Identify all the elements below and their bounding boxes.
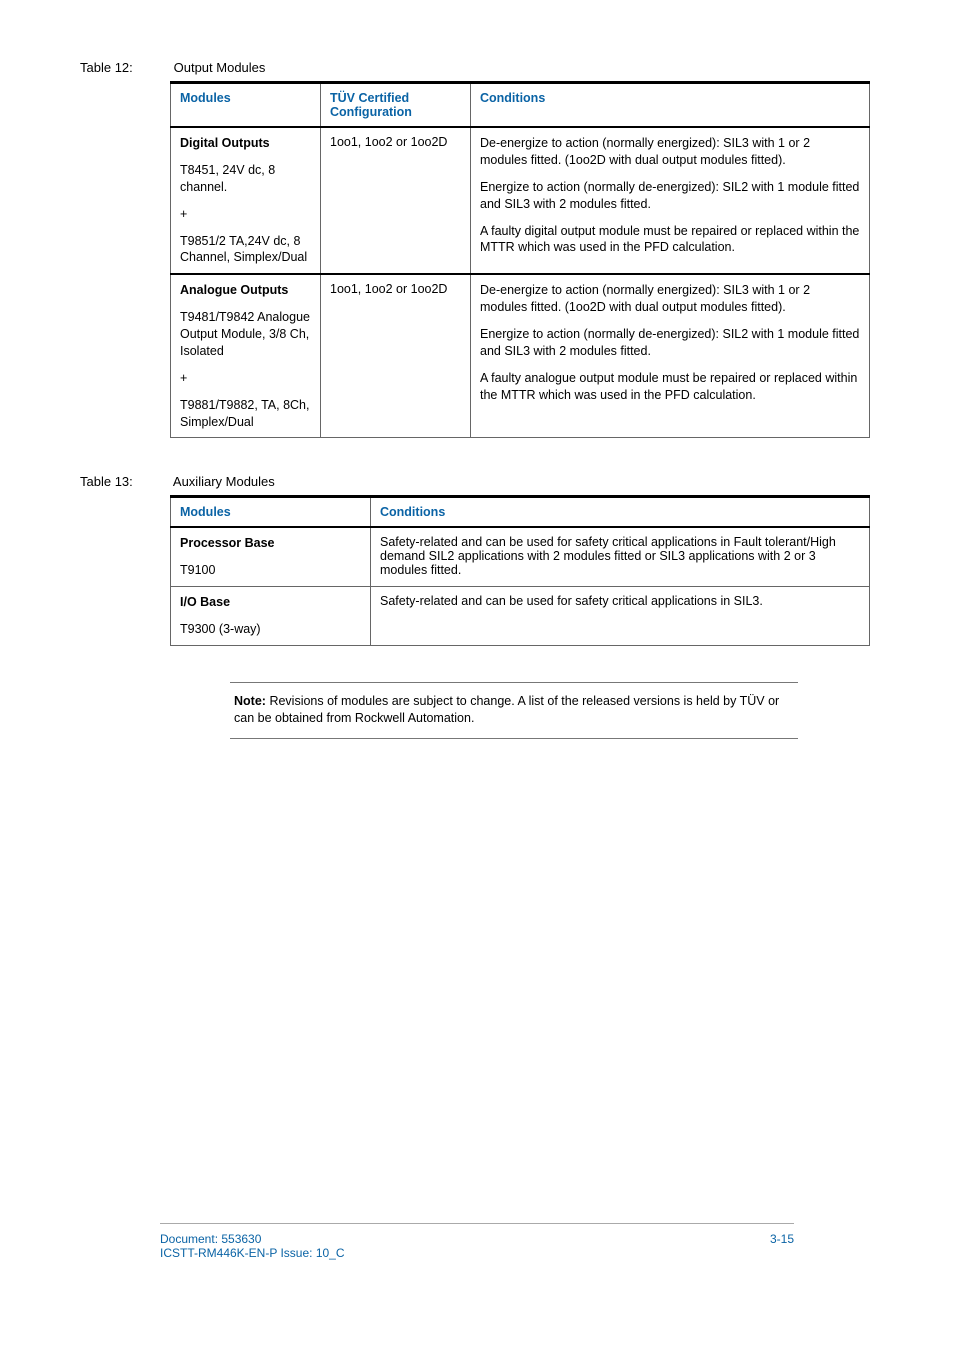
table12-label-title: Output Modules [174,60,266,75]
t12-r0-cond: De-energize to action (normally energize… [471,127,870,274]
t12-r0-m1: T8451, 24V dc, 8 channel. [180,162,311,196]
table12: Modules TÜV Certified Configuration Cond… [170,81,870,438]
table13-label-title: Auxiliary Modules [173,474,275,489]
t12-r1-c2: A faulty analogue output module must be … [480,370,860,404]
table13: Modules Conditions Processor Base T9100 … [170,495,870,646]
footer-issue-text: ICSTT-RM446K-EN-P Issue: 10_C [160,1246,345,1260]
t13-r1-modules: I/O Base T9300 (3-way) [171,587,371,646]
t12-r0-m0: Digital Outputs [180,136,270,150]
t12-r1-m2: + [180,370,311,387]
t12-h-modules: Modules [171,83,321,128]
table13-label: Table 13: Auxiliary Modules [80,474,874,489]
t12-r1-c0: De-energize to action (normally energize… [480,282,860,316]
t12-r0-m3: T9851/2 TA,24V dc, 8 Channel, Simplex/Du… [180,233,311,267]
t13-h-modules: Modules [171,497,371,528]
table12-label-prefix: Table 12: [80,60,170,75]
t12-r0-c2: A faulty digital output module must be r… [480,223,860,257]
note-text: Revisions of modules are subject to chan… [234,694,779,726]
note-label: Note: [234,694,266,708]
t12-r1-cond: De-energize to action (normally energize… [471,274,870,438]
t12-r0-c0: De-energize to action (normally energize… [480,135,860,169]
footer-rule [160,1223,794,1224]
t13-r0-m1: T9100 [180,562,361,579]
t12-r0-c1: Energize to action (normally de-energize… [480,179,860,213]
t12-r0-m2: + [180,206,311,223]
table13-label-prefix: Table 13: [80,474,170,489]
t13-r1-cond: Safety-related and can be used for safet… [371,587,870,646]
t12-r0-modules: Digital Outputs T8451, 24V dc, 8 channel… [171,127,321,274]
t12-r1-m3: T9881/T9882, TA, 8Ch, Simplex/Dual [180,397,311,431]
t13-r0-modules: Processor Base T9100 [171,527,371,586]
t12-r1-c1: Energize to action (normally de-energize… [480,326,860,360]
t12-r1-m0: Analogue Outputs [180,283,288,297]
t13-h-cond: Conditions [371,497,870,528]
table12-label: Table 12: Output Modules [80,60,874,75]
t12-r1-config: 1oo1, 1oo2 or 1oo2D [321,274,471,438]
t13-r1-m0: I/O Base [180,595,230,609]
note-box: Note: Revisions of modules are subject t… [230,682,798,739]
footer-doc: Document: 553630 [160,1232,261,1246]
t13-r0-cond: Safety-related and can be used for safet… [371,527,870,586]
t12-r1-modules: Analogue Outputs T9481/T9842 Analogue Ou… [171,274,321,438]
t12-h-config: TÜV Certified Configuration [321,83,471,128]
t12-h-cond: Conditions [471,83,870,128]
t13-r1-m1: T9300 (3-way) [180,621,361,638]
footer: Document: 553630 3-15 ICSTT-RM446K-EN-P … [160,1223,794,1260]
footer-issue: ICSTT-RM446K-EN-P Issue: 10_C [160,1246,794,1260]
footer-page: 3-15 [770,1232,794,1246]
t12-r1-m1: T9481/T9842 Analogue Output Module, 3/8 … [180,309,311,360]
t12-r0-config: 1oo1, 1oo2 or 1oo2D [321,127,471,274]
t13-r0-m0: Processor Base [180,536,275,550]
